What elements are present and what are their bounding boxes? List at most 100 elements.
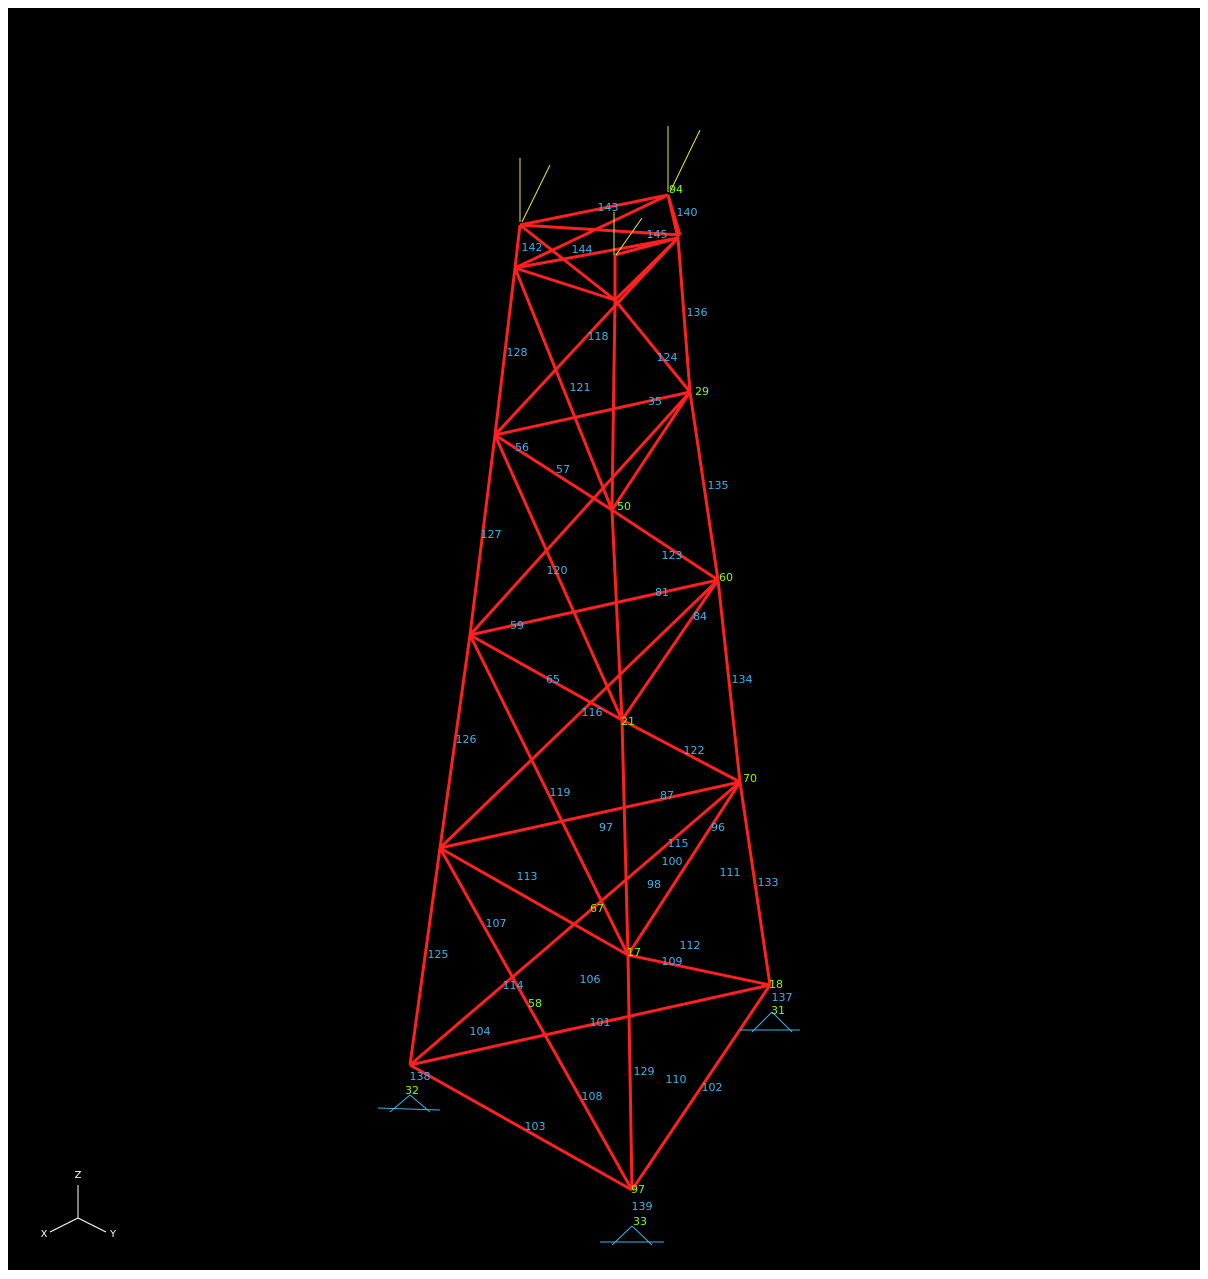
frame-label: 125 [428, 948, 449, 961]
member [621, 718, 741, 784]
member [513, 224, 522, 269]
member [494, 390, 691, 437]
frame-label: 59 [510, 619, 524, 632]
member [630, 984, 772, 1191]
frame-label: 84 [693, 610, 707, 623]
member [519, 223, 616, 302]
members [408, 193, 772, 1192]
supports [377, 1011, 800, 1246]
frame-label: 111 [720, 866, 741, 879]
frame-label: 115 [668, 837, 689, 850]
member [688, 391, 720, 581]
frame-label: 98 [647, 878, 661, 891]
frame-label: 136 [687, 306, 708, 319]
joint-label: 21 [621, 715, 635, 728]
member [438, 578, 720, 850]
member [666, 194, 680, 239]
model-view [8, 8, 1200, 1270]
frame-label: 123 [662, 549, 683, 562]
joint-label: 58 [528, 997, 542, 1010]
frame-label: 97 [599, 821, 613, 834]
frame-label: 113 [517, 870, 538, 883]
frame-label: 121 [570, 381, 591, 394]
member [438, 847, 634, 1191]
member [409, 983, 771, 1067]
frame-label: 102 [702, 1081, 723, 1094]
member [620, 719, 630, 956]
frame-label: 140 [677, 206, 698, 219]
frame-label: 116 [582, 706, 603, 719]
member [469, 633, 623, 722]
frame-label: 134 [732, 673, 753, 686]
member [469, 578, 719, 637]
member [438, 634, 472, 849]
frame-label: 128 [507, 346, 528, 359]
joint-label: 70 [743, 772, 757, 785]
frame-label: 65 [546, 673, 560, 686]
frame-label: 56 [515, 441, 529, 454]
frame-label: 81 [655, 586, 669, 599]
frame-label: 100 [662, 855, 683, 868]
member [409, 1063, 633, 1192]
frame-label: 127 [481, 528, 502, 541]
member [514, 236, 679, 270]
frame-label: 139 [632, 1200, 653, 1213]
frame-label: 124 [657, 351, 678, 364]
frame-label: 106 [580, 973, 601, 986]
joint-label: 60 [719, 571, 733, 584]
member [738, 781, 772, 986]
frame-label: 126 [456, 733, 477, 746]
frame-label: 120 [547, 564, 568, 577]
frame-label: 129 [634, 1065, 655, 1078]
frame-label: 133 [758, 876, 779, 889]
member [439, 780, 741, 850]
member [514, 266, 616, 302]
joint-label: 17 [627, 946, 641, 959]
joint-label: 33 [633, 1215, 647, 1228]
frame-label: 104 [470, 1025, 491, 1038]
loads [519, 126, 701, 256]
frame-label: 118 [588, 330, 609, 343]
member [611, 508, 719, 582]
frame-label: 107 [486, 917, 507, 930]
member [716, 579, 742, 783]
axis-label: Z [75, 1170, 82, 1181]
joint-label: 50 [617, 500, 631, 513]
member [519, 193, 669, 227]
axis-label: Y [109, 1229, 117, 1240]
member [468, 390, 692, 637]
frame-label: 103 [525, 1120, 546, 1133]
member [468, 434, 497, 636]
joint-label: 18 [769, 978, 783, 991]
frame-label: 109 [662, 955, 683, 968]
frame-label: 35 [648, 395, 662, 408]
frame-label: 87 [660, 789, 674, 802]
member [676, 237, 692, 393]
member [519, 223, 681, 237]
frame-label: 96 [711, 821, 725, 834]
member [493, 434, 624, 721]
frame-label: 137 [772, 991, 793, 1004]
joint-label: 32 [405, 1084, 419, 1097]
frame-label: 110 [666, 1073, 687, 1086]
frame-label: 135 [708, 479, 729, 492]
joint-label: 97 [631, 1183, 645, 1196]
member [610, 509, 624, 721]
member [627, 953, 771, 987]
frame-label: 143 [598, 201, 619, 214]
member [626, 781, 742, 956]
joint-label: 31 [771, 1004, 785, 1017]
frame-label: 57 [556, 463, 570, 476]
axis-triad [49, 1185, 107, 1233]
member [610, 391, 692, 511]
frame-label: 114 [503, 979, 524, 992]
member [614, 236, 679, 257]
member [493, 236, 680, 437]
joint-label: 94 [669, 183, 683, 196]
frame-label: 108 [582, 1090, 603, 1103]
frame-label: 112 [680, 939, 701, 952]
frame-label: 101 [590, 1016, 611, 1029]
joint-label: 67 [590, 902, 604, 915]
member [613, 299, 692, 393]
